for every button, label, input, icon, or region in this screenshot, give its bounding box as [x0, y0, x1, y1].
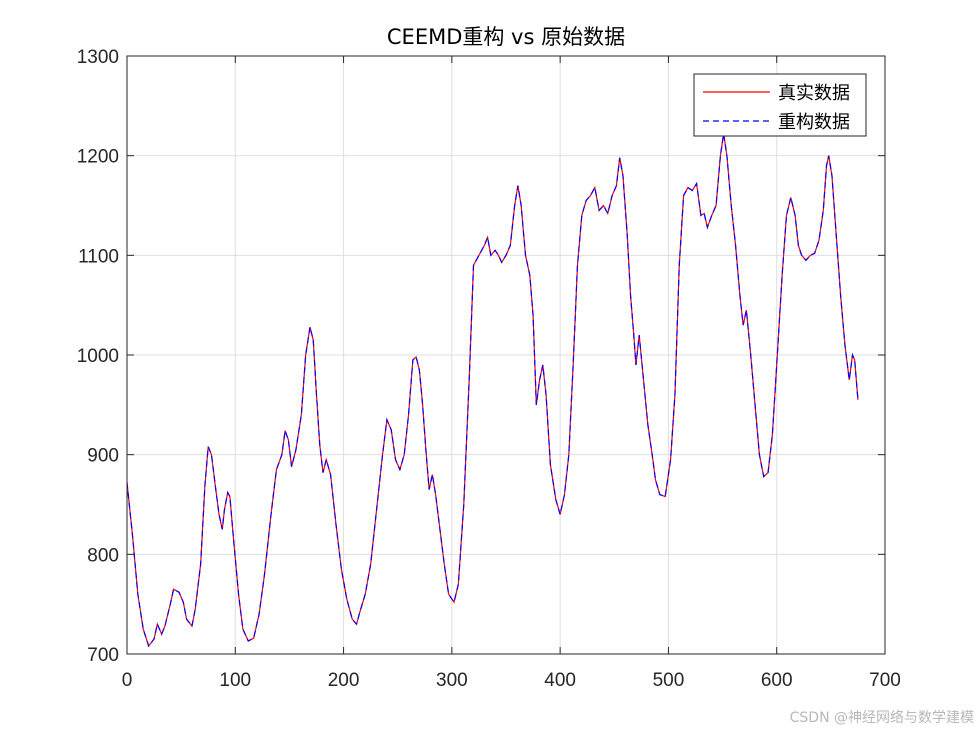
y-tick-label: 700 [87, 645, 119, 666]
legend: 真实数据 重构数据 [693, 73, 867, 137]
axis-ticks: 0 100 200 300 400 500 600 700 700 800 900 1000 1100 1… [77, 47, 901, 691]
x-tick-label: 100 [219, 670, 251, 691]
y-tick-label: 800 [87, 545, 119, 566]
legend-label-recon: 重构数据 [778, 112, 850, 133]
y-tick-label: 1100 [78, 246, 119, 267]
y-tick-label: 1200 [77, 147, 119, 168]
legend-box [693, 73, 867, 137]
series-line-recon [126, 133, 859, 648]
y-tick-label: 1300 [77, 47, 119, 68]
x-tick-label: 0 [122, 670, 133, 691]
x-tick-label: 600 [761, 670, 793, 691]
y-tick-label: 1000 [77, 346, 119, 367]
x-tick-label: 200 [328, 670, 360, 691]
x-tick-label: 400 [544, 670, 576, 691]
chart-title: CEEMD重构 vs 原始数据 [387, 25, 625, 49]
x-tick-label: 500 [653, 670, 685, 691]
y-tick-label: 900 [87, 446, 119, 467]
x-tick-label: 700 [869, 670, 901, 691]
legend-label-real: 真实数据 [778, 83, 850, 104]
watermark-text: CSDN @神经网络与数学建模 [789, 710, 974, 726]
x-tick-label: 300 [436, 670, 468, 691]
series-layer [126, 133, 859, 648]
